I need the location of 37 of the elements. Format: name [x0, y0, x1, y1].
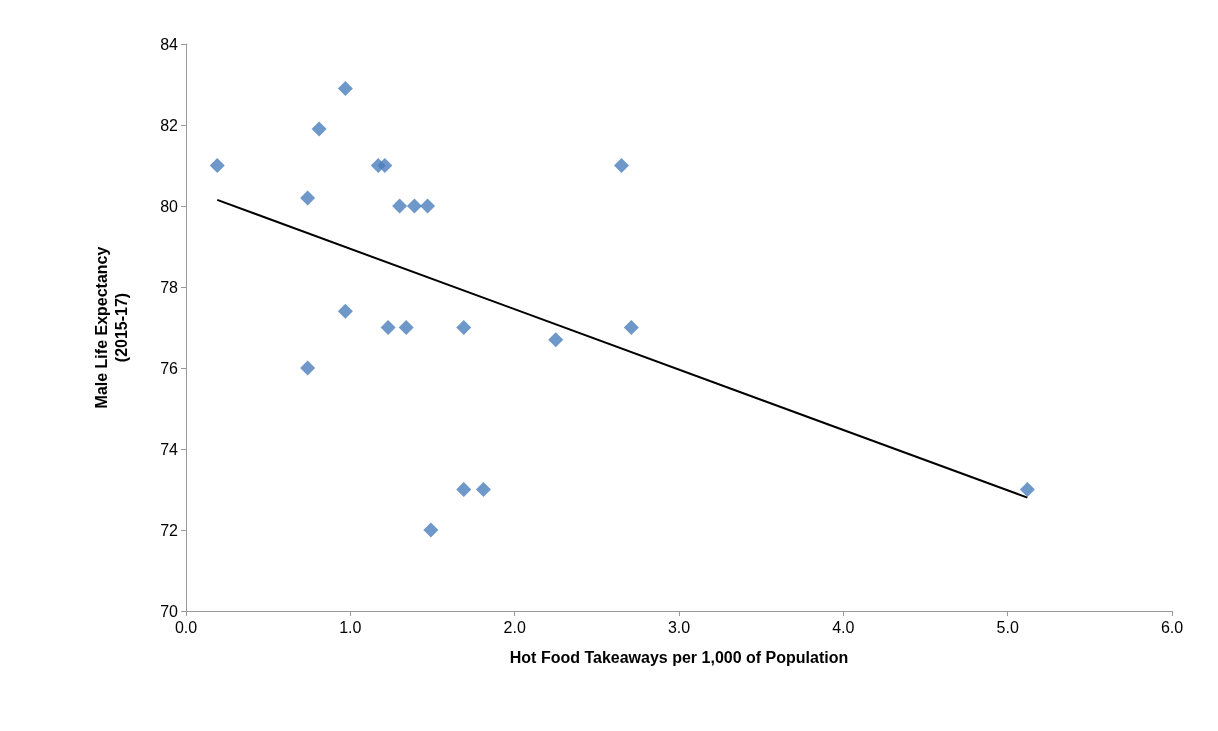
point: [300, 190, 316, 206]
point: [1019, 482, 1035, 497]
point: [377, 158, 393, 173]
point: [623, 320, 639, 335]
x-tick-label: 2.0: [503, 618, 526, 636]
x-tick-label: 1.0: [339, 618, 362, 636]
point: [613, 158, 629, 173]
x-tick-label: 6.0: [1160, 618, 1184, 636]
point: [420, 198, 436, 214]
y-tick-label: 78: [160, 278, 179, 296]
point: [456, 482, 472, 497]
y-axis-title: Male Life Expectancy (2015-17): [92, 246, 130, 409]
y-tick-label: 82: [160, 116, 179, 134]
point: [398, 320, 414, 335]
point: [548, 332, 564, 348]
y-tick-label: 84: [160, 35, 179, 53]
point: [423, 522, 439, 538]
point: [406, 198, 422, 214]
point: [337, 303, 353, 319]
x-tick-label: 3.0: [667, 618, 691, 636]
point: [392, 198, 408, 214]
x-tick-label: 5.0: [996, 618, 1019, 636]
x-axis-title: Hot Food Takeaways per 1,000 of Population: [509, 648, 849, 666]
point: [300, 360, 316, 376]
y-tick-label: 76: [160, 359, 179, 377]
point: [475, 482, 491, 497]
y-tick-label: 74: [160, 440, 179, 458]
x-tick-label: 4.0: [832, 618, 855, 636]
point: [380, 320, 396, 335]
point: [311, 121, 327, 137]
y-tick-label: 80: [160, 197, 179, 215]
y-tick-label: 70: [160, 602, 179, 620]
point: [456, 320, 472, 335]
point: [209, 158, 225, 173]
y-tick-label: 72: [160, 521, 179, 539]
x-tick-label: 0.0: [174, 618, 198, 636]
point: [337, 81, 353, 97]
